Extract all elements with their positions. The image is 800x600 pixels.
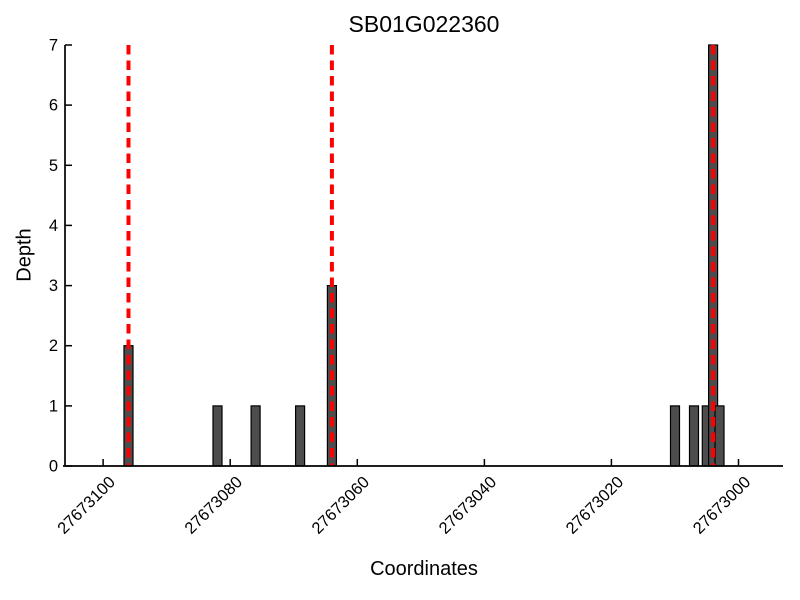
y-tick-label: 6 bbox=[49, 97, 58, 115]
x-tick-label: 27673040 bbox=[436, 473, 501, 538]
coverage-bar bbox=[295, 405, 306, 467]
x-tick-label: 27673080 bbox=[181, 473, 246, 538]
y-tick-label: 4 bbox=[49, 217, 58, 235]
x-tick-label: 27673020 bbox=[563, 473, 628, 538]
y-tick-label: 7 bbox=[49, 37, 58, 55]
y-tick-label: 2 bbox=[49, 337, 58, 355]
coverage-bar bbox=[714, 405, 725, 467]
coverage-bar bbox=[212, 405, 223, 467]
y-tick-label: 5 bbox=[49, 157, 58, 175]
y-tick-label: 3 bbox=[49, 277, 58, 295]
chart-title: SB01G022360 bbox=[348, 11, 500, 37]
coverage-bar bbox=[669, 405, 681, 467]
x-tick-label: 27673100 bbox=[54, 473, 119, 538]
x-tick-label: 27673060 bbox=[308, 473, 373, 538]
x-tick-label: 27673000 bbox=[690, 473, 755, 538]
x-axis-label: Coordinates bbox=[370, 558, 478, 580]
y-tick-label: 1 bbox=[49, 397, 58, 415]
coverage-bar bbox=[688, 405, 700, 467]
y-tick-label: 0 bbox=[49, 458, 58, 476]
coverage-bar bbox=[250, 405, 261, 467]
